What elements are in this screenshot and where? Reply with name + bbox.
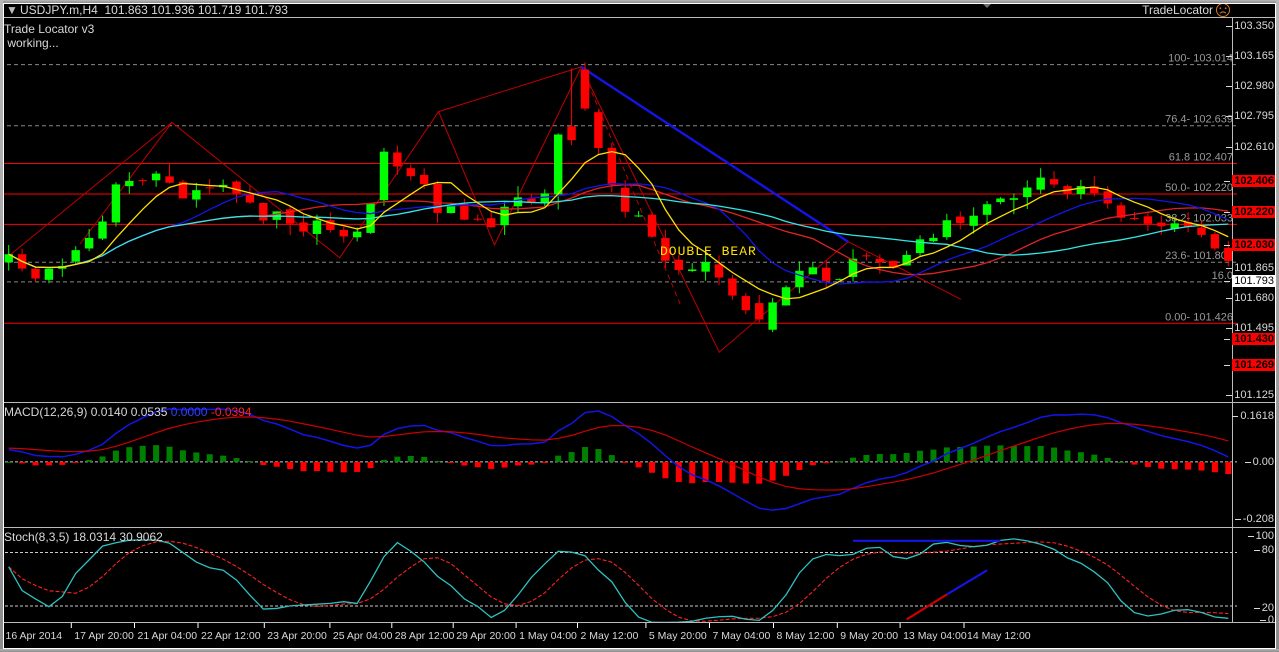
svg-text:100- 103.014: 100- 103.014 <box>1168 53 1233 65</box>
svg-text:22 Apr 12:00: 22 Apr 12:00 <box>201 630 261 642</box>
svg-text:9 May 20:00: 9 May 20:00 <box>840 630 898 642</box>
svg-text:29 Apr 20:00: 29 Apr 20:00 <box>456 630 516 642</box>
svg-text:28 Apr 12:00: 28 Apr 12:00 <box>395 630 455 642</box>
svg-text:DOUBLE BEAR: DOUBLE BEAR <box>660 244 757 259</box>
svg-text:8 May 12:00: 8 May 12:00 <box>777 630 835 642</box>
svg-text:25 Apr 04:00: 25 Apr 04:00 <box>333 630 393 642</box>
svg-text:17 Apr 20:00: 17 Apr 20:00 <box>74 630 134 642</box>
svg-text:76.4- 102.639: 76.4- 102.639 <box>1165 114 1233 126</box>
svg-text:2 May 12:00: 2 May 12:00 <box>581 630 639 642</box>
svg-text:50.0- 102.220: 50.0- 102.220 <box>1165 182 1233 194</box>
svg-text:0.00- 101.426: 0.00- 101.426 <box>1165 311 1233 323</box>
svg-text:14 May 12:00: 14 May 12:00 <box>967 630 1031 642</box>
svg-text:5 May 20:00: 5 May 20:00 <box>649 630 707 642</box>
svg-text:1 May 04:00: 1 May 04:00 <box>519 630 577 642</box>
svg-text:7 May 04:00: 7 May 04:00 <box>713 630 771 642</box>
svg-text:23.6- 101.801: 23.6- 101.801 <box>1165 250 1233 262</box>
svg-text:21 Apr 04:00: 21 Apr 04:00 <box>138 630 198 642</box>
svg-text:23 Apr 20:00: 23 Apr 20:00 <box>267 630 327 642</box>
svg-text:16 Apr 2014: 16 Apr 2014 <box>6 630 63 642</box>
svg-text:61.8 102.407: 61.8 102.407 <box>1169 151 1233 163</box>
svg-text:13 May 04:00: 13 May 04:00 <box>903 630 967 642</box>
